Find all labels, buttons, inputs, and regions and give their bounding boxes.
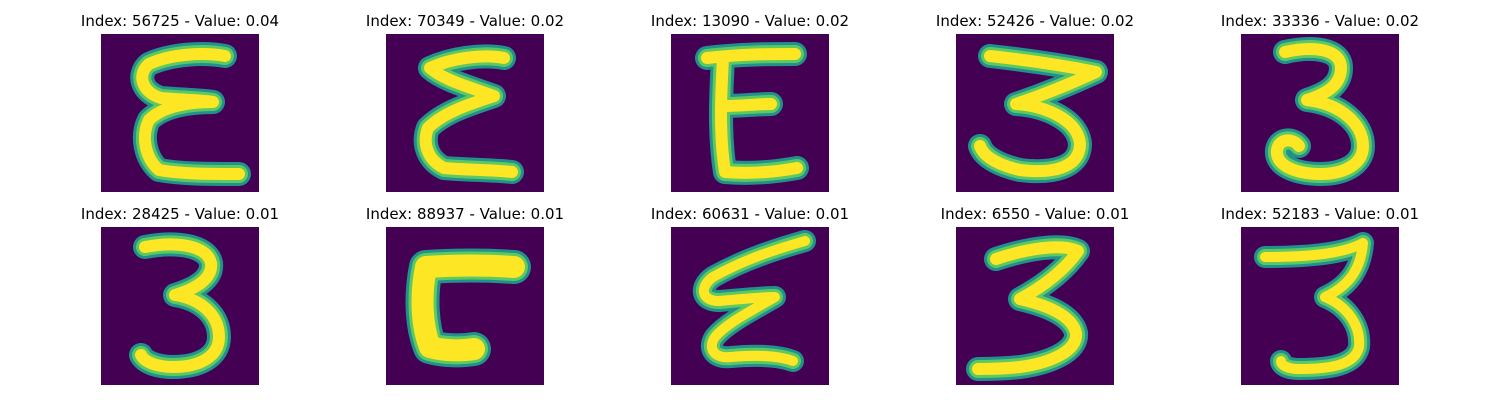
panel-title: Index: 33336 - Value: 0.02 <box>1220 12 1420 30</box>
digit-image <box>671 227 829 385</box>
digit-image <box>1241 227 1399 385</box>
panel-title: Index: 70349 - Value: 0.02 <box>365 12 565 30</box>
panel-8: Index: 60631 - Value: 0.01 <box>650 205 850 385</box>
panel-9: Index: 6550 - Value: 0.01 <box>935 205 1135 385</box>
panel-10: Index: 52183 - Value: 0.01 <box>1220 205 1420 385</box>
corner-glyph <box>405 248 531 368</box>
three-glyph <box>1265 37 1375 186</box>
panel-2: Index: 70349 - Value: 0.02 <box>365 12 565 192</box>
epsilon-glyph <box>130 42 251 186</box>
panel-1: Index: 56725 - Value: 0.04 <box>80 12 280 192</box>
digit-image <box>956 34 1114 192</box>
digit-image <box>386 34 544 192</box>
panel-4: Index: 52426 - Value: 0.02 <box>935 12 1135 192</box>
panel-5: Index: 33336 - Value: 0.02 <box>1220 12 1420 192</box>
three-glyph <box>966 235 1090 381</box>
epsilon-glyph <box>693 230 816 372</box>
digit-image <box>1241 34 1399 192</box>
panel-title: Index: 28425 - Value: 0.01 <box>80 205 280 223</box>
panel-title: Index: 60631 - Value: 0.01 <box>650 205 850 223</box>
three-glyph <box>968 44 1108 184</box>
panel-3: Index: 13090 - Value: 0.02 <box>650 12 850 192</box>
panel-title: Index: 52426 - Value: 0.02 <box>935 12 1135 30</box>
digit-image <box>101 227 259 385</box>
three-glyph <box>129 232 231 379</box>
panel-title: Index: 52183 - Value: 0.01 <box>1220 205 1420 223</box>
epsilon-glyph <box>413 44 524 184</box>
three-glyph <box>1254 232 1374 380</box>
panel-title: Index: 6550 - Value: 0.01 <box>940 205 1130 223</box>
panel-title: Index: 13090 - Value: 0.02 <box>650 12 850 30</box>
epsilon-glyph <box>695 42 809 185</box>
panel-title: Index: 56725 - Value: 0.04 <box>80 12 280 30</box>
digit-image <box>956 227 1114 385</box>
panel-6: Index: 28425 - Value: 0.01 <box>80 205 280 385</box>
digit-image <box>671 34 829 192</box>
panel-title: Index: 88937 - Value: 0.01 <box>365 205 565 223</box>
panel-7: Index: 88937 - Value: 0.01 <box>365 205 565 385</box>
digit-image <box>386 227 544 385</box>
digit-image <box>101 34 259 192</box>
